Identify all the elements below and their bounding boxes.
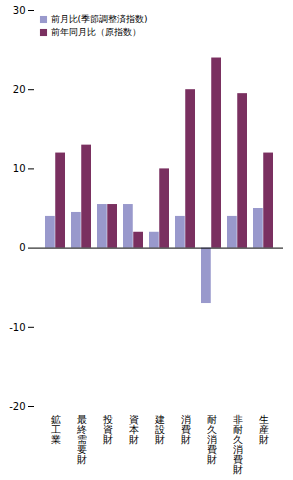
svg-text:最終需要財: 最終需要財 — [76, 414, 87, 465]
svg-text:建設財: 建設財 — [154, 414, 165, 445]
svg-text:前年同月比（原指数）: 前年同月比（原指数） — [51, 27, 141, 37]
svg-text:非耐久消費財: 非耐久消費財 — [233, 414, 243, 475]
svg-text:-10: -10 — [9, 322, 25, 333]
svg-text:消費財: 消費財 — [181, 414, 191, 445]
svg-text:10: 10 — [13, 163, 26, 174]
svg-text:20: 20 — [13, 84, 26, 95]
svg-text:-20: -20 — [9, 401, 25, 412]
svg-text:前月比(季節調整済指数): 前月比(季節調整済指数) — [51, 14, 148, 24]
svg-text:耐久消費財: 耐久消費財 — [207, 414, 217, 465]
svg-text:投資財: 投資財 — [102, 414, 113, 445]
svg-text:生産財: 生産財 — [259, 414, 269, 445]
svg-text:30: 30 — [13, 5, 26, 16]
svg-text:鉱工業: 鉱工業 — [51, 414, 61, 445]
svg-text:0: 0 — [19, 242, 25, 253]
svg-text:資本財: 資本財 — [129, 414, 139, 445]
